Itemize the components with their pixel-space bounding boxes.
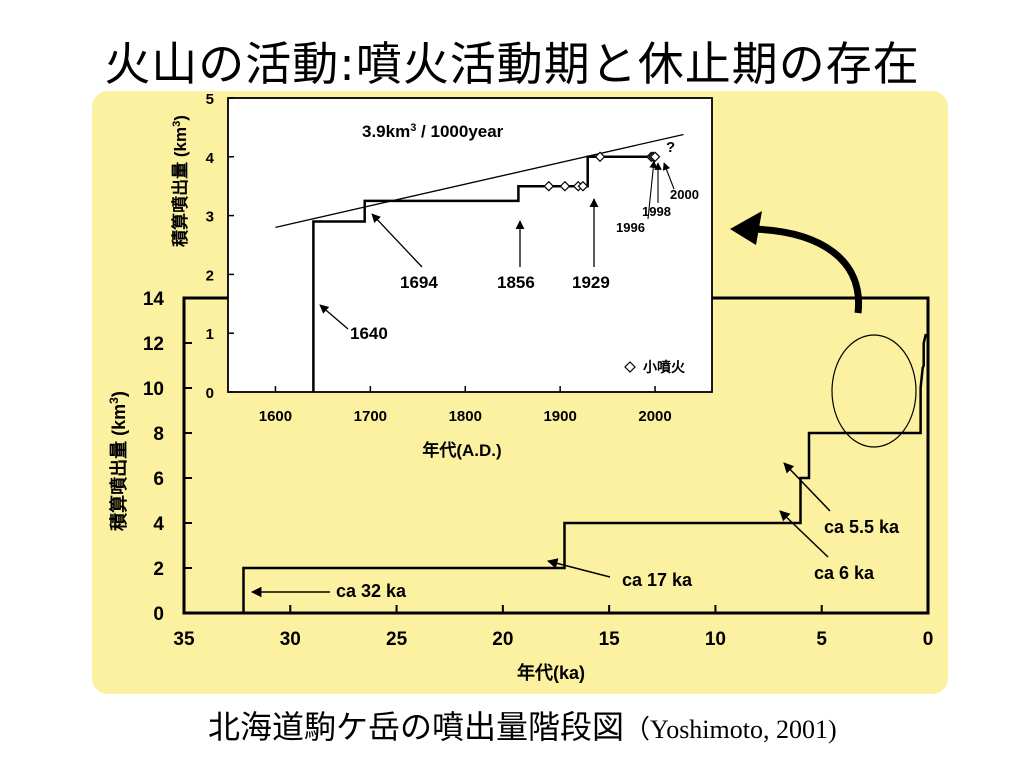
arrow-2000: [662, 162, 675, 190]
main-x-tick-label: 35: [173, 629, 195, 650]
inset-x-axis-label: 年代(A.D.): [422, 440, 501, 460]
inset-y-tick-label: 5: [206, 91, 214, 108]
highlight-ellipse: [831, 334, 917, 448]
main-y-tick-label: 8: [153, 424, 164, 445]
arrow-ca17: [546, 558, 611, 578]
label-1694: 1694: [400, 273, 438, 292]
main-y-axis-label: 積算噴出量 (km3): [107, 391, 129, 532]
annotation-ca17: ca 17 ka: [546, 558, 693, 590]
inset-y-tick-label: 1: [206, 326, 214, 343]
inset-marker-point: [577, 180, 589, 192]
main-x-axis-label: 年代(ka): [517, 662, 585, 683]
label-1996: 1996: [616, 220, 645, 235]
inset-x-tick-label: 1900: [543, 408, 576, 425]
inset-marker-point: [543, 180, 555, 192]
inset-background: [228, 98, 712, 392]
inset-y-tick-label: 0: [206, 385, 214, 402]
caption-text: 北海道駒ケ岳の噴出量階段図: [208, 708, 625, 746]
main-y-tick-label: 2: [153, 559, 164, 580]
inset-y-tick-label: 4: [206, 150, 215, 167]
label-ca17: ca 17 ka: [622, 570, 693, 590]
main-x-tick-label: 15: [599, 629, 621, 650]
label-ca6: ca 6 ka: [814, 563, 875, 583]
inset-y-tick-label: 3: [206, 209, 214, 226]
annotation-1856: 1856: [497, 220, 535, 292]
main-step-line: [242, 333, 928, 613]
annotation-1998: 1998: [642, 162, 671, 219]
zoom-arrow-head: [730, 211, 762, 245]
inset-y-ticks: 0 1 2 3 4 5: [206, 91, 234, 402]
main-y-tick-label: 10: [143, 379, 164, 400]
label-1929: 1929: [572, 273, 610, 292]
inset-y-axis-label: 積算噴出量 (km3): [170, 115, 190, 247]
main-y-tick-label: 4: [153, 514, 164, 535]
arrow-1640: [319, 304, 349, 330]
annotation-1640: 1640: [319, 304, 388, 343]
inset-x-tick-label: 1800: [449, 408, 482, 425]
annotation-ca6: ca 6 ka: [779, 510, 875, 583]
label-ca32: ca 32 ka: [336, 581, 407, 601]
zoom-curve-arrow: [751, 225, 863, 314]
annotation-2000: 2000: [662, 162, 699, 202]
arrow-ca55: [783, 462, 831, 512]
inset-x-tick-label: 1700: [354, 408, 387, 425]
inset-plot-frame: [227, 97, 713, 393]
main-y-ticks: 0 2 4 6 8 10 12 14: [143, 289, 192, 625]
label-ca55: ca 5.5 ka: [824, 517, 900, 537]
main-y-tick-label: 12: [143, 334, 164, 355]
figure-caption: 北海道駒ケ岳の噴出量階段図（Yoshimoto, 2001): [208, 702, 837, 748]
inset-x-tick-label: 2000: [638, 408, 671, 425]
inset-x-tick-label: 1600: [259, 408, 292, 425]
main-y-tick-label: 6: [153, 469, 164, 490]
annotation-1996: 1996: [616, 160, 658, 235]
main-y-tick-label: 0: [153, 604, 164, 625]
main-x-tick-label: 5: [816, 629, 827, 650]
arrow-ca6: [779, 510, 829, 558]
label-question: ?: [666, 139, 675, 156]
arrow-1694: [371, 213, 423, 268]
label-2000: 2000: [670, 187, 699, 202]
main-x-ticks: 35 30 25 20 15 10 5 0: [173, 605, 933, 650]
inset-step-line: [312, 155, 656, 392]
label-1998: 1998: [642, 204, 671, 219]
inset-marker-point: [594, 151, 606, 163]
label-1640: 1640: [350, 324, 388, 343]
annotation-1694: 1694: [371, 213, 438, 292]
inset-chart: 0 1 2 3 4 5 1600 1700 1800 1900 2000 3.9km3 / 100…: [170, 91, 713, 460]
main-x-tick-label: 10: [705, 629, 726, 650]
annotation-ca32: ca 32 ka: [250, 581, 407, 601]
annotation-1929: 1929: [572, 198, 610, 292]
inset-legend: 小噴火: [624, 359, 686, 375]
caption-citation: （Yoshimoto, 2001): [624, 715, 837, 744]
inset-trend-line: [275, 133, 684, 228]
inset-y-tick-label: 2: [206, 267, 214, 284]
annotation-ca55: ca 5.5 ka: [783, 462, 900, 537]
main-y-tick-label: 14: [143, 289, 165, 310]
figure-panel: 0 2 4 6 8 10 12 14 35 30 25 20 15 10 5 0 年代(ka) 積算噴出量 …: [92, 91, 948, 694]
legend-label: 小噴火: [643, 359, 686, 375]
main-x-tick-label: 0: [923, 629, 934, 650]
inset-marker-point: [559, 180, 571, 192]
page-title: 火山の活動:噴火活動期と休止期の存在: [104, 37, 920, 91]
label-1856: 1856: [497, 273, 535, 292]
main-x-tick-label: 25: [386, 629, 408, 650]
arrow-1996: [647, 160, 658, 220]
main-x-tick-label: 30: [280, 629, 301, 650]
inset-x-ticks: 1600 1700 1800 1900 2000: [259, 386, 672, 425]
main-x-tick-label: 20: [492, 629, 513, 650]
inset-trend-label: 3.9km3 / 1000year: [362, 122, 504, 141]
legend-diamond-marker: [624, 361, 636, 373]
